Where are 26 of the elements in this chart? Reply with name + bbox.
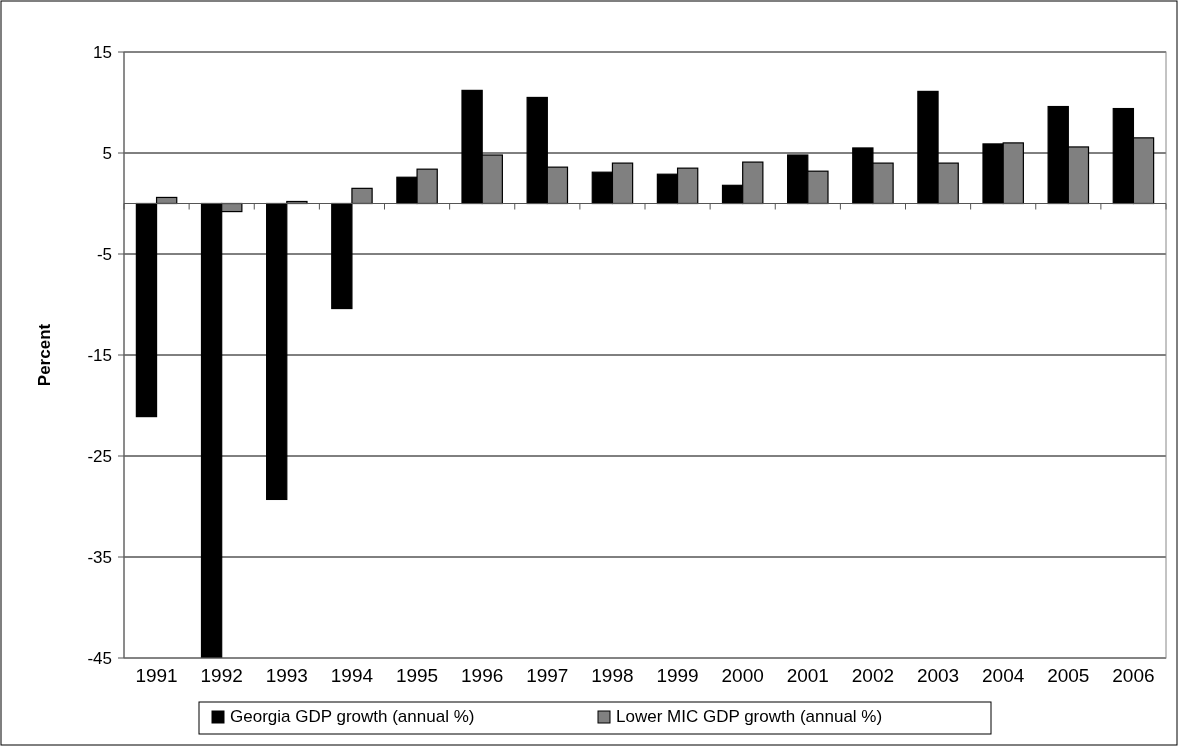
legend-label: Georgia GDP growth (annual %) [230, 707, 475, 726]
y-tick-label: -5 [96, 244, 112, 264]
y-tick-label: -15 [87, 345, 112, 365]
y-tick-label: 5 [102, 143, 112, 163]
x-tick-label: 1996 [461, 665, 504, 686]
x-tick-label: 1997 [526, 665, 569, 686]
x-tick-label: 2002 [851, 665, 895, 686]
y-tick-label: 15 [93, 42, 112, 62]
x-tick-label: 1991 [135, 665, 178, 686]
x-tick-label: 1999 [656, 665, 699, 686]
x-tick-label: 1992 [200, 665, 243, 686]
x-tick-label: 1998 [591, 665, 634, 686]
x-tick-label: 2000 [721, 665, 764, 686]
x-tick-label: 1993 [265, 665, 308, 686]
x-tick-label: 2006 [1112, 665, 1155, 686]
y-tick-label: -45 [87, 648, 112, 668]
y-tick-label: -25 [87, 446, 112, 466]
x-tick-label: 2003 [916, 665, 960, 686]
x-tick-label: 1994 [330, 665, 374, 686]
x-tick-label: 2004 [982, 665, 1025, 686]
x-tick-label: 2005 [1047, 665, 1090, 686]
x-tick-label: 1995 [395, 665, 439, 686]
legend-label: Lower MIC GDP growth (annual %) [616, 707, 883, 726]
y-axis-title: Percent [35, 323, 54, 387]
x-tick-label: 2001 [786, 665, 829, 686]
y-tick-label: -35 [87, 547, 112, 567]
